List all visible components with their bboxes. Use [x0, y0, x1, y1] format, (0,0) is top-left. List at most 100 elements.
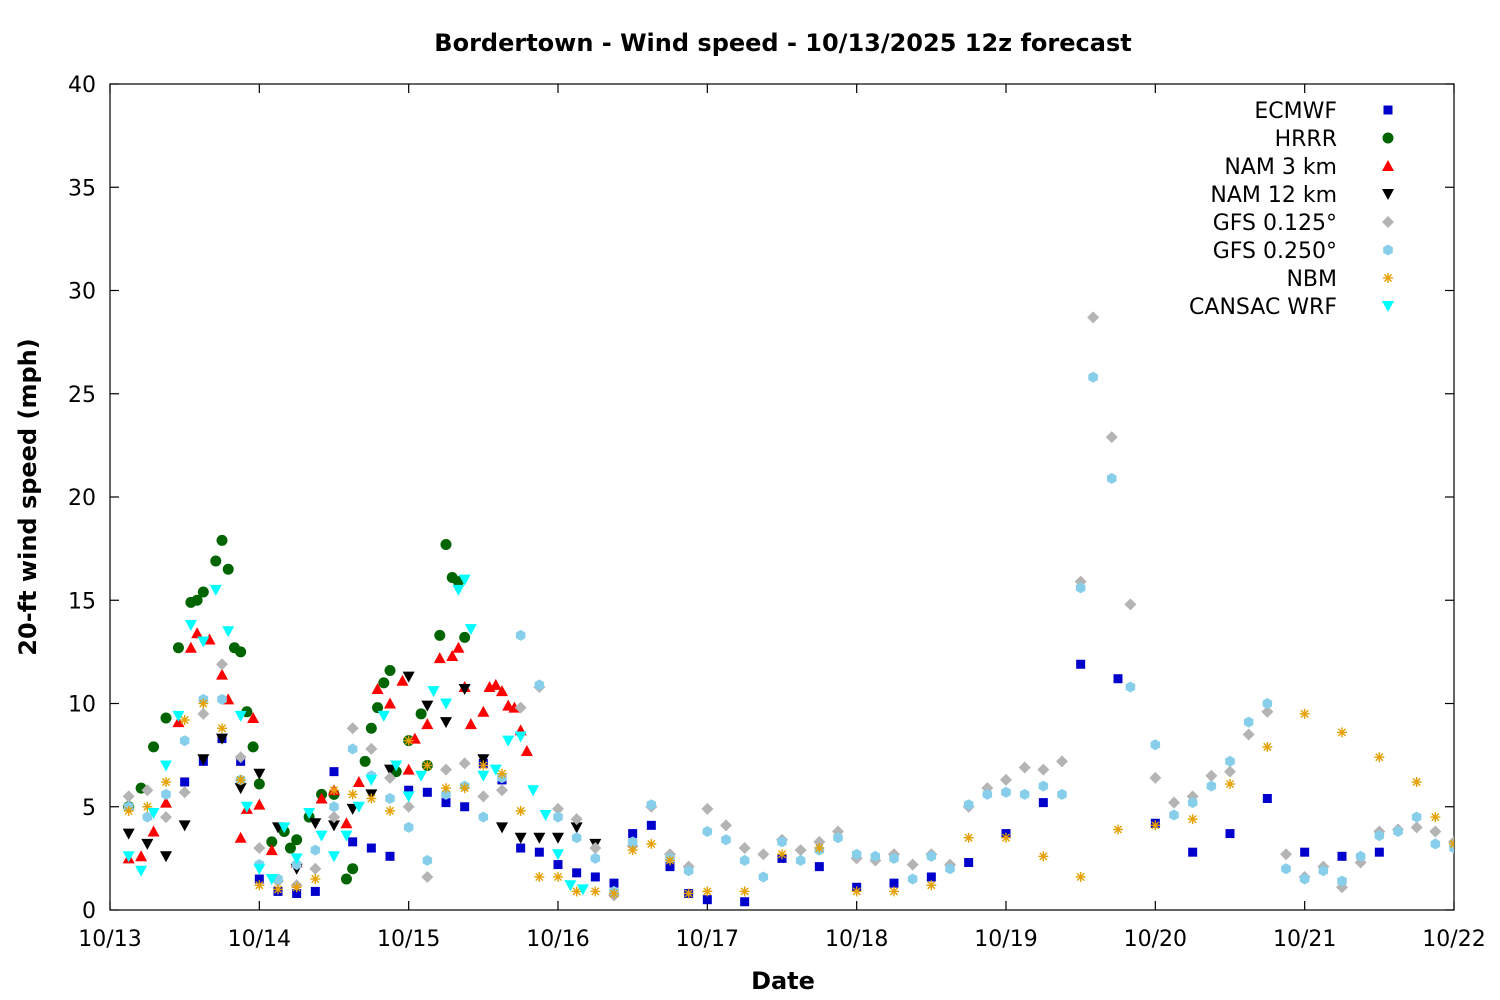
data-point: [441, 798, 451, 808]
data-point: [757, 848, 770, 861]
data-point: [273, 884, 283, 895]
data-point: [160, 851, 172, 863]
data-point: [458, 684, 471, 696]
data-point: [477, 754, 490, 766]
data-point: [553, 860, 563, 870]
data-point: [234, 751, 247, 764]
data-point: [441, 788, 451, 800]
data-point: [421, 870, 434, 883]
legend-marker: [1382, 132, 1394, 144]
y-tick-label: 40: [68, 73, 96, 98]
data-point: [570, 813, 583, 826]
data-point: [590, 886, 601, 897]
data-point: [609, 888, 619, 899]
data-point: [1337, 875, 1347, 887]
data-point: [234, 831, 247, 843]
series-nbm: [123, 698, 1454, 899]
data-point: [191, 594, 203, 606]
data-point: [497, 768, 507, 779]
data-point: [477, 790, 490, 803]
data-point: [926, 872, 936, 882]
data-point: [1206, 780, 1217, 792]
data-point: [422, 787, 432, 797]
data-point: [460, 802, 470, 812]
data-point: [1224, 765, 1236, 778]
legend-label: NAM 3 km: [1224, 155, 1337, 180]
data-point: [552, 849, 564, 861]
legend-label: HRRR: [1275, 127, 1337, 152]
data-point: [222, 626, 235, 638]
data-point: [458, 574, 471, 586]
data-point: [552, 832, 564, 844]
x-tick-label: 10/20: [1124, 927, 1187, 952]
data-point: [359, 755, 371, 767]
data-point: [514, 731, 527, 743]
data-point: [1355, 850, 1366, 862]
data-point: [1187, 797, 1198, 809]
data-point: [963, 799, 974, 811]
data-point: [452, 584, 465, 596]
legend-marker: [1382, 189, 1394, 200]
data-point: [122, 790, 135, 803]
series-gfs-0-250: [123, 371, 1454, 897]
data-point: [1057, 788, 1067, 800]
data-point: [721, 834, 731, 846]
data-point: [889, 886, 899, 897]
data-point: [477, 770, 490, 782]
data-point: [1125, 681, 1136, 693]
data-point: [1318, 865, 1329, 877]
data-point: [404, 785, 414, 795]
data-point: [646, 820, 656, 830]
data-point: [1018, 761, 1031, 774]
data-point: [1076, 659, 1086, 669]
data-point: [1019, 788, 1030, 800]
data-point: [627, 836, 638, 848]
legend: ECMWF HRRR NAM 3 km NAM 12 km GFS 0.125° GFS …: [1189, 99, 1394, 320]
y-tick-label: 5: [82, 796, 96, 821]
data-point: [372, 702, 384, 714]
y-tick-label: 30: [68, 280, 96, 305]
data-point: [142, 801, 153, 812]
y-axis: 0 5 10 15 20 25 30 35 40: [68, 73, 1454, 924]
data-point: [216, 658, 228, 671]
data-point: [1262, 793, 1272, 803]
data-point: [365, 774, 378, 786]
data-point: [197, 586, 209, 598]
data-point: [403, 735, 414, 746]
data-point: [1149, 771, 1162, 784]
data-point: [590, 852, 601, 864]
data-point: [1088, 371, 1098, 383]
data-point: [1087, 311, 1100, 324]
chart-title: Bordertown - Wind speed - 10/13/2025 12z…: [434, 29, 1131, 57]
data-point: [253, 842, 266, 855]
data-point: [434, 629, 446, 641]
data-point: [135, 850, 148, 862]
data-point: [777, 849, 787, 860]
y-tick-label: 25: [68, 383, 96, 408]
data-point: [147, 825, 160, 837]
x-tick-label: 10/15: [377, 927, 440, 952]
data-point: [309, 818, 322, 830]
legend-marker: [1383, 244, 1393, 256]
data-point: [515, 805, 526, 816]
data-point: [222, 563, 234, 575]
y-tick-label: 10: [68, 693, 96, 718]
data-point: [422, 854, 433, 866]
data-point: [1225, 829, 1235, 839]
data-point: [1430, 812, 1441, 823]
data-point: [814, 862, 824, 872]
data-point: [141, 838, 154, 850]
data-point: [352, 801, 365, 813]
data-point: [310, 844, 321, 856]
data-point: [217, 723, 227, 734]
data-point: [795, 854, 806, 866]
data-point: [329, 785, 339, 796]
x-tick-label: 10/21: [1273, 927, 1336, 952]
data-point: [1374, 752, 1385, 763]
data-point: [278, 822, 291, 834]
data-point: [247, 711, 260, 723]
data-point: [514, 832, 527, 844]
data-point: [141, 784, 154, 797]
data-point: [489, 678, 502, 690]
